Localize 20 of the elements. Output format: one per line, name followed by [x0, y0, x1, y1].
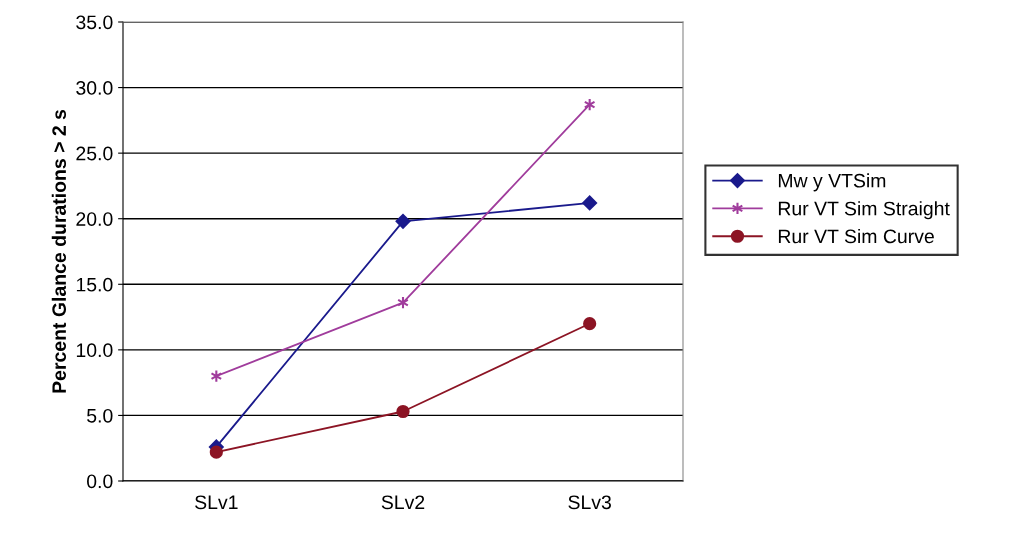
point [209, 445, 223, 459]
x-tick-label: SLv2 [381, 495, 425, 510]
legend-label: Rur VT Sim Curve [778, 228, 934, 244]
y-tick-label: 20.0 [76, 212, 113, 226]
legend-label: Mw y VTSim [778, 173, 886, 192]
point [582, 195, 598, 211]
x-tick-label: SLv1 [195, 495, 238, 510]
y-tick-label: 0.0 [87, 474, 113, 489]
y-tick-label: 35.0 [76, 15, 113, 30]
y-tick-label: 5.0 [87, 408, 113, 423]
legend-label: Rur VT Sim Straight [778, 201, 950, 220]
y-tick-label: 30.0 [76, 81, 113, 95]
point [395, 213, 411, 229]
y-tick-label: 25.0 [76, 146, 113, 161]
point [396, 404, 410, 419]
point [583, 317, 597, 331]
y-tick-label: 10.0 [76, 343, 113, 358]
y-axis-title: Percent Glance durations > 2 s [51, 109, 67, 393]
y-tick-label: 15.0 [76, 277, 113, 292]
x-tick-label: SLv3 [568, 495, 611, 510]
